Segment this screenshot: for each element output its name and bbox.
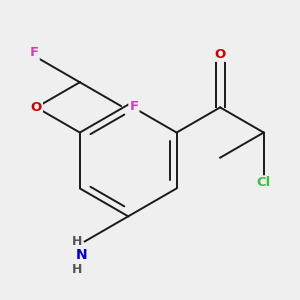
Text: Cl: Cl: [256, 176, 271, 189]
Text: F: F: [30, 46, 39, 59]
Text: H: H: [71, 235, 82, 248]
Text: F: F: [129, 100, 139, 112]
Text: O: O: [214, 48, 226, 61]
Text: O: O: [31, 101, 42, 114]
Text: N: N: [76, 248, 88, 262]
Text: H: H: [71, 263, 82, 276]
